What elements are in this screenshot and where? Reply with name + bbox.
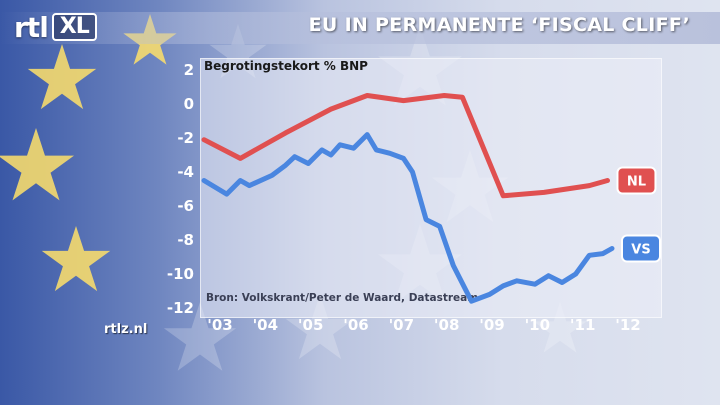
x-tick-label: '07	[389, 316, 414, 334]
chart-subtitle: Begrotingstekort % BNP	[204, 59, 368, 73]
x-tick-label: '03	[207, 316, 232, 334]
y-tick-label: -4	[177, 163, 194, 181]
series-badge-label: NL	[627, 175, 646, 190]
y-tick-label: -8	[177, 231, 194, 249]
chart-source: Bron: Volkskrant/Peter de Waard, Datastr…	[206, 292, 478, 304]
logo-xl-text: XL	[51, 13, 97, 41]
x-tick-label: '10	[525, 316, 550, 334]
x-tick-label: '06	[343, 316, 368, 334]
y-tick-label: 0	[184, 95, 194, 113]
y-tick-label: 2	[184, 61, 194, 79]
x-tick-label: '11	[570, 316, 595, 334]
header-band	[0, 12, 720, 44]
series-badge-label: VS	[631, 243, 650, 258]
series-badge-vs: VS	[621, 234, 661, 263]
x-tick-label: '12	[615, 316, 640, 334]
page-title: EU IN PERMANENTE ‘FISCAL CLIFF’	[308, 14, 690, 36]
x-tick-label: '08	[434, 316, 459, 334]
y-tick-label: -12	[167, 299, 194, 317]
x-tick-label: '09	[479, 316, 504, 334]
series-line-nl	[201, 93, 610, 199]
rtl-xl-logo: rtl XL	[14, 10, 97, 44]
y-tick-label: -10	[167, 265, 194, 283]
logo-rtl-text: rtl	[14, 10, 49, 44]
x-tick-label: '05	[298, 316, 323, 334]
series-badge-nl: NL	[616, 166, 657, 195]
site-url: rtlz.nl	[104, 322, 148, 337]
x-tick-label: '04	[253, 316, 278, 334]
y-tick-label: -2	[177, 129, 194, 147]
series-line-vs	[201, 132, 615, 304]
y-tick-label: -6	[177, 197, 194, 215]
